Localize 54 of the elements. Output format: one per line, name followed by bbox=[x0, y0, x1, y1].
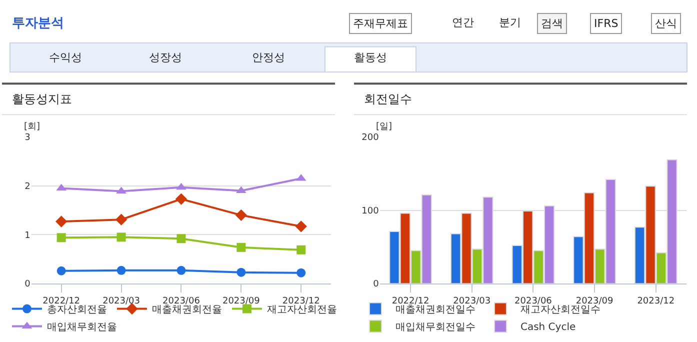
x-tick-label: 2023/06 bbox=[514, 296, 552, 306]
y-axis-title: [일] bbox=[376, 122, 392, 132]
point bbox=[296, 245, 306, 254]
y-tick-label: 2 bbox=[24, 182, 30, 192]
point bbox=[116, 232, 126, 242]
y-tick-label: 100 bbox=[362, 206, 380, 216]
x-tick-label: 2023/09 bbox=[222, 296, 260, 306]
point bbox=[295, 220, 307, 232]
text: 분기 bbox=[499, 16, 521, 29]
text: 안정성 bbox=[252, 51, 285, 64]
point bbox=[115, 214, 128, 226]
x-tick-label: 2023/03 bbox=[102, 296, 140, 306]
y-axis-title: [회] bbox=[24, 122, 40, 132]
point bbox=[55, 216, 68, 228]
y-tick-label: 0 bbox=[373, 280, 380, 290]
x-tick-label: 2023/12 bbox=[282, 296, 320, 306]
text: 활동성 bbox=[354, 51, 387, 64]
y-tick-label: 1 bbox=[24, 230, 30, 241]
legend-label: 재고자산회전율 bbox=[266, 304, 337, 316]
x-tick-label: 2023/03 bbox=[453, 296, 491, 306]
text: 산식 bbox=[655, 17, 677, 30]
y-tick-label: 3 bbox=[24, 133, 30, 144]
point bbox=[56, 233, 66, 242]
point bbox=[236, 268, 246, 277]
y-tick-label: 200 bbox=[362, 133, 380, 144]
point bbox=[175, 193, 188, 205]
legend-label: 매입채무회전일수 bbox=[395, 322, 476, 334]
legend-label: 매입채무회전율 bbox=[46, 322, 117, 334]
point bbox=[176, 234, 186, 244]
point bbox=[56, 266, 66, 276]
text: 검색 bbox=[541, 17, 563, 30]
point bbox=[236, 242, 246, 252]
x-tick-label: 2022/12 bbox=[42, 296, 80, 306]
chart-title: 회전일수 bbox=[364, 92, 412, 106]
point bbox=[235, 209, 248, 222]
text: IFRS bbox=[594, 17, 618, 30]
text: 수익성 bbox=[49, 51, 82, 64]
chart-title: 활동성지표 bbox=[12, 92, 72, 106]
x-tick-label: 2023/09 bbox=[576, 296, 614, 306]
legend-label: 매출채권회전일수 bbox=[395, 304, 476, 316]
legend-label: 총자산회전율 bbox=[46, 304, 107, 316]
legend-label: Cash Cycle bbox=[520, 322, 576, 334]
text: 성장성 bbox=[149, 51, 182, 64]
legend-label: 매출채권회전율 bbox=[152, 304, 222, 316]
point bbox=[116, 266, 126, 275]
point bbox=[176, 182, 186, 190]
legend-label: 재고자산회전일수 bbox=[520, 304, 600, 316]
point bbox=[296, 268, 306, 278]
point bbox=[176, 266, 186, 275]
text: 투자분석 bbox=[12, 16, 64, 31]
text: 연간 bbox=[452, 16, 474, 29]
x-tick-label: 2023/12 bbox=[637, 296, 675, 306]
y-tick-label: 0 bbox=[24, 280, 31, 290]
text: 주재무제표 bbox=[353, 17, 408, 30]
